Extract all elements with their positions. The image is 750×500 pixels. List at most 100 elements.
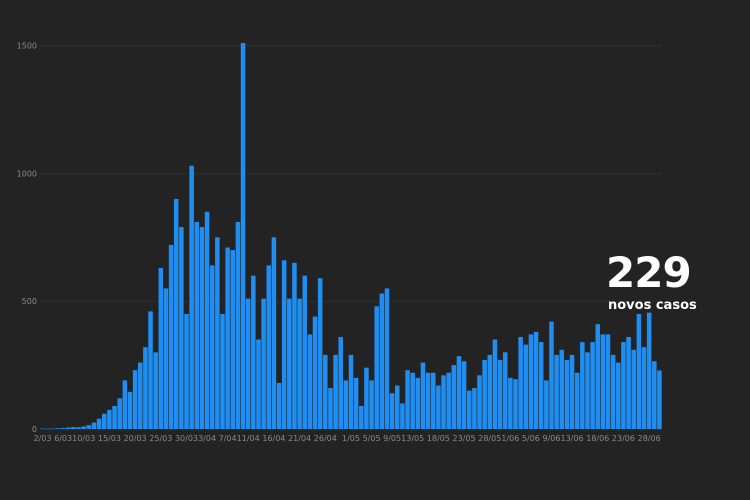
bar <box>626 336 631 429</box>
x-tick-label: 21/04 <box>288 434 311 443</box>
y-tick-label: 0 <box>32 425 37 434</box>
bar <box>564 359 570 429</box>
bar <box>96 418 102 429</box>
x-tick-label: 6/03 <box>54 434 72 443</box>
bar <box>425 372 431 429</box>
y-tick-label: 500 <box>22 297 37 306</box>
bar <box>559 349 565 429</box>
bar <box>652 361 657 429</box>
bar <box>153 352 158 429</box>
bar <box>271 237 277 429</box>
bar <box>225 247 230 429</box>
bar <box>477 375 482 429</box>
bar <box>538 342 544 429</box>
bar <box>636 313 642 429</box>
x-tick-label: 26/04 <box>314 434 337 443</box>
bar <box>549 321 554 429</box>
x-tick-label: 5/05 <box>363 434 381 443</box>
bar <box>472 388 477 429</box>
x-tick-label: 1/06 <box>501 434 519 443</box>
bar <box>430 372 436 429</box>
bar <box>446 372 451 429</box>
bar <box>569 354 575 429</box>
bar <box>544 380 549 429</box>
bar <box>492 339 498 429</box>
bar <box>173 198 179 429</box>
latest-value-label: 229 <box>606 248 692 297</box>
bar <box>66 427 71 429</box>
x-tick-label: 5/06 <box>522 434 540 443</box>
bar <box>143 347 148 429</box>
bar <box>194 221 200 429</box>
bar <box>266 265 272 429</box>
bar <box>287 298 292 429</box>
latest-value-caption: novos casos <box>608 298 697 313</box>
y-tick-labels: 0 500 1000 1500 <box>17 42 37 434</box>
bar <box>163 288 169 429</box>
bar-series <box>40 43 662 430</box>
bar <box>595 324 600 429</box>
bar <box>359 405 364 429</box>
bar <box>631 349 636 429</box>
x-tick-label: 1/05 <box>342 434 360 443</box>
x-tick-label: 25/03 <box>149 434 172 443</box>
bar <box>220 313 225 429</box>
x-tick-label: 9/05 <box>383 434 401 443</box>
bar <box>184 313 189 429</box>
bar <box>574 372 580 429</box>
bar <box>117 398 122 429</box>
bar <box>585 352 590 429</box>
bar <box>405 370 410 429</box>
y-tick-label: 1000 <box>17 169 37 178</box>
x-tick-label: 18/06 <box>586 434 609 443</box>
bar <box>292 262 297 429</box>
bar <box>646 312 652 429</box>
bar <box>297 298 302 429</box>
bar <box>487 354 493 429</box>
bar <box>600 334 606 429</box>
bar <box>199 227 205 429</box>
x-tick-label: 18/05 <box>427 434 450 443</box>
bar <box>256 339 261 429</box>
bar <box>158 267 164 429</box>
bar <box>343 380 349 429</box>
bar <box>148 311 153 429</box>
bar <box>482 359 487 429</box>
x-tick-label: 10/03 <box>72 434 95 443</box>
bar <box>456 356 462 429</box>
bar <box>317 278 323 429</box>
bar <box>261 298 266 429</box>
x-tick-label: 9/06 <box>542 434 560 443</box>
bar <box>410 372 415 429</box>
bar <box>518 336 523 429</box>
bar <box>251 275 256 430</box>
bar <box>353 377 359 430</box>
bar <box>338 336 343 429</box>
bar <box>374 306 379 429</box>
bar <box>616 362 621 429</box>
bar <box>55 428 61 429</box>
bar <box>81 426 86 429</box>
bar <box>621 342 626 429</box>
bar <box>189 165 194 429</box>
bar <box>590 342 595 429</box>
bar <box>451 365 457 429</box>
x-tick-label: 16/04 <box>262 434 285 443</box>
bar <box>441 375 446 429</box>
bar <box>502 352 508 429</box>
x-tick-label: 2/03 <box>34 434 52 443</box>
bar <box>86 425 92 429</box>
bar <box>384 288 390 429</box>
bar <box>137 362 143 429</box>
bar <box>364 367 369 429</box>
bar <box>302 275 307 430</box>
bar <box>508 377 513 430</box>
y-tick-label: 1500 <box>17 42 37 51</box>
bar <box>230 250 236 429</box>
bar <box>436 385 441 429</box>
x-tick-label: 23/06 <box>612 434 635 443</box>
bar <box>461 361 467 429</box>
bar <box>245 298 251 429</box>
bar <box>528 334 534 429</box>
bar <box>497 359 503 429</box>
